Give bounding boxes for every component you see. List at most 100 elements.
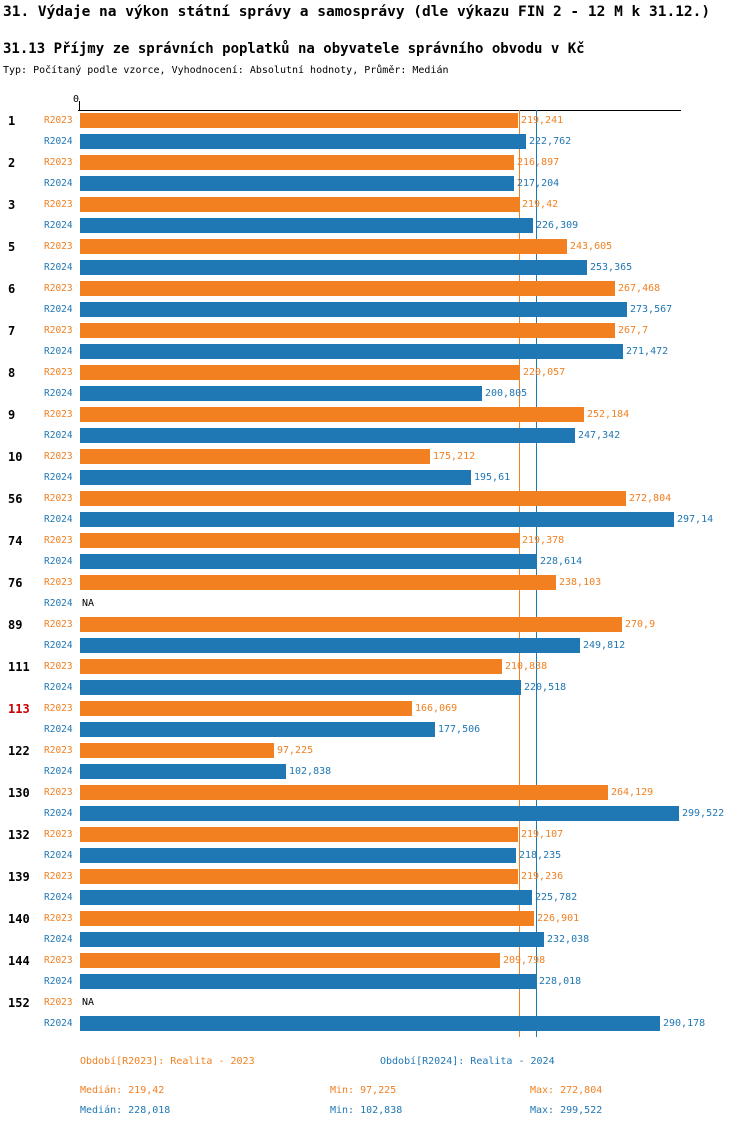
series-label-r2024: R2024 [44, 598, 73, 609]
bar-r2024 [80, 890, 532, 905]
bar-r2023 [80, 281, 615, 296]
bar-group: 130 R2023 264,129 R2024 299,522 [0, 785, 750, 827]
value-label: 219,107 [521, 829, 564, 840]
series-label-r2023: R2023 [44, 241, 73, 252]
bar-row-r2024: R2024 299,522 [44, 806, 724, 821]
bar-r2023 [80, 785, 608, 800]
bar-group: 5 R2023 243,605 R2024 253,365 [0, 239, 750, 281]
bar-row-r2023: R2023 238,103 [44, 575, 601, 590]
value-label: 219,236 [521, 871, 564, 882]
bar-row-r2023: R2023 220,057 [44, 365, 565, 380]
bar-row-r2023: R2023 216,897 [44, 155, 559, 170]
stat-median-r2023: Medián: 219,42 [80, 1085, 165, 1096]
series-label-r2023: R2023 [44, 745, 73, 756]
x-axis-line [78, 110, 681, 111]
series-label-r2024: R2024 [44, 304, 73, 315]
bar-row-r2023: R2023 267,7 [44, 323, 648, 338]
bar-r2024 [80, 680, 521, 695]
series-label-r2024: R2024 [44, 976, 73, 987]
bar-row-r2023: R2023 219,42 [44, 197, 558, 212]
bar-r2024 [80, 302, 627, 317]
bar-r2024 [80, 722, 435, 737]
bar-r2024 [80, 932, 544, 947]
bar-row-r2023: R2023 264,129 [44, 785, 653, 800]
bar-row-r2023: R2023 219,107 [44, 827, 563, 842]
series-label-r2024: R2024 [44, 472, 73, 483]
bar-row-r2024: R2024 228,614 [44, 554, 582, 569]
bar-row-r2023: R2023 243,605 [44, 239, 612, 254]
bar-group: 144 R2023 209,798 R2024 228,018 [0, 953, 750, 995]
category-label: 8 [8, 366, 16, 380]
bar-row-r2023: R2023 219,241 [44, 113, 563, 128]
value-label: 219,42 [522, 199, 559, 210]
value-label: 226,309 [536, 220, 579, 231]
series-label-r2023: R2023 [44, 661, 73, 672]
bar-row-r2024: R2024 271,472 [44, 344, 668, 359]
bar-row-r2023: R2023 270,9 [44, 617, 655, 632]
median-line-r2023 [519, 110, 520, 1037]
bar-row-r2024: R2024 225,782 [44, 890, 577, 905]
stat-median-r2024: Medián: 228,018 [80, 1105, 171, 1116]
value-label: 232,038 [547, 934, 590, 945]
bar-r2023 [80, 911, 534, 926]
category-label: 2 [8, 156, 16, 170]
series-label-r2024: R2024 [44, 724, 73, 735]
series-label-r2023: R2023 [44, 913, 73, 924]
bar-r2023 [80, 827, 518, 842]
bar-group: 8 R2023 220,057 R2024 200,805 [0, 365, 750, 407]
series-label-r2023: R2023 [44, 367, 73, 378]
bar-r2024 [80, 428, 575, 443]
category-label: 139 [8, 870, 30, 884]
series-label-r2023: R2023 [44, 577, 73, 588]
series-label-r2024: R2024 [44, 388, 73, 399]
bar-r2023 [80, 239, 567, 254]
value-label: 220,518 [524, 682, 567, 693]
value-label: 97,225 [277, 745, 314, 756]
series-label-r2024: R2024 [44, 220, 73, 231]
stat-max-r2023: Max: 272,804 [530, 1085, 603, 1096]
bar-row-r2024: R2024 297,14 [44, 512, 713, 527]
value-label: 273,567 [630, 304, 673, 315]
series-label-r2023: R2023 [44, 955, 73, 966]
series-label-r2023: R2023 [44, 409, 73, 420]
bar-group: 152 R2023 NA R2024 290,178 [0, 995, 750, 1037]
value-label: 175,212 [433, 451, 476, 462]
category-label: 122 [8, 744, 30, 758]
bar-r2023 [80, 491, 626, 506]
category-label: 10 [8, 450, 23, 464]
series-label-r2023: R2023 [44, 535, 73, 546]
bar-group: 122 R2023 97,225 R2024 102,838 [0, 743, 750, 785]
series-label-r2024: R2024 [44, 850, 73, 861]
bar-row-r2023: R2023 226,901 [44, 911, 579, 926]
bar-r2023 [80, 365, 520, 380]
value-label: 226,901 [537, 913, 580, 924]
bar-row-r2023: R2023 252,184 [44, 407, 629, 422]
bar-group: 6 R2023 267,468 R2024 273,567 [0, 281, 750, 323]
bar-group: 7 R2023 267,7 R2024 271,472 [0, 323, 750, 365]
series-label-r2023: R2023 [44, 157, 73, 168]
bar-group: 1 R2023 219,241 R2024 222,762 [0, 113, 750, 155]
stat-min-r2024: Min: 102,838 [330, 1105, 403, 1116]
bar-row-r2024: R2024 228,018 [44, 974, 581, 989]
bar-row-r2024: R2024 222,762 [44, 134, 571, 149]
category-label: 89 [8, 618, 23, 632]
category-label: 130 [8, 786, 30, 800]
bar-row-r2024: R2024 195,61 [44, 470, 510, 485]
category-label: 113 [8, 702, 30, 716]
series-label-r2023: R2023 [44, 115, 73, 126]
bar-row-r2024: R2024 290,178 [44, 1016, 705, 1031]
series-label-r2023: R2023 [44, 325, 73, 336]
series-label-r2024: R2024 [44, 808, 73, 819]
category-label: 7 [8, 324, 16, 338]
value-label: 253,365 [590, 262, 633, 273]
chart-meta: Typ: Počítaný podle vzorce, Vyhodnocení:… [3, 65, 449, 76]
bar-row-r2023: R2023 219,378 [44, 533, 564, 548]
category-label: 74 [8, 534, 23, 548]
value-label: 252,184 [587, 409, 630, 420]
chart-subtitle: 31.13 Příjmy ze správních poplatků na ob… [3, 41, 585, 57]
x-axis-zero-label: 0 [73, 94, 80, 105]
value-label: 290,178 [663, 1018, 706, 1029]
bar-row-r2024: R2024 218,235 [44, 848, 561, 863]
bar-row-r2023: R2023 272,804 [44, 491, 671, 506]
bar-row-r2024: R2024 200,805 [44, 386, 527, 401]
